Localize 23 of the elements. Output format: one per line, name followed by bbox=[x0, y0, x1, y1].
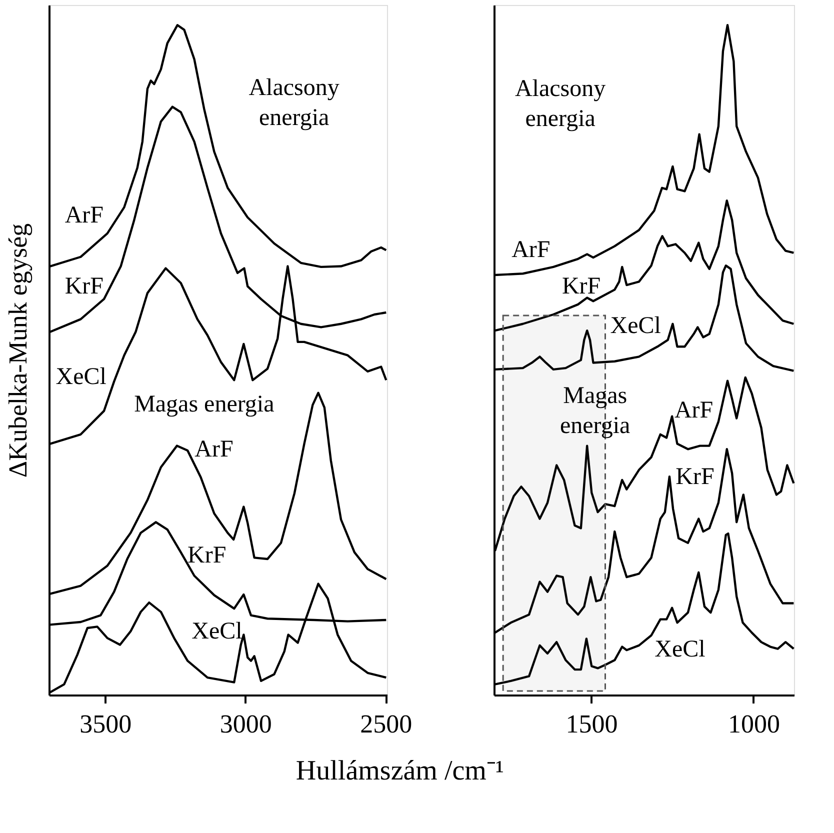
annotation: KrF bbox=[562, 274, 601, 300]
x-axis-title: Hullámszám /cm⁻¹ bbox=[296, 756, 504, 786]
annotation: XeCl bbox=[56, 364, 107, 390]
annotation: KrF bbox=[676, 464, 714, 490]
annotation: Alacsony energia bbox=[248, 74, 340, 131]
x-tick-label: 3500 bbox=[80, 710, 132, 738]
annotation: Magas energia bbox=[134, 392, 275, 418]
annotation: Alacsony energia bbox=[514, 76, 606, 132]
annotation: ArF bbox=[64, 202, 104, 228]
annotation: XeCl bbox=[192, 618, 243, 645]
x-tick-label: 3000 bbox=[220, 710, 272, 738]
annotation: KrF bbox=[64, 274, 104, 300]
annotation: Magas energia bbox=[560, 383, 631, 440]
annotation: ArF bbox=[194, 436, 234, 462]
annotation: XeCl bbox=[610, 312, 662, 339]
annotation: ArF bbox=[512, 236, 550, 263]
x-tick-label: 1500 bbox=[566, 710, 618, 738]
x-tick-label: 2500 bbox=[360, 710, 412, 738]
annotation: ArF bbox=[674, 398, 714, 424]
y-axis-title: ΔKubelka-Munk egység bbox=[4, 223, 32, 478]
annotation: KrF bbox=[188, 542, 226, 569]
x-tick-label: 1000 bbox=[728, 710, 780, 738]
annotation: XeCl bbox=[654, 636, 706, 662]
